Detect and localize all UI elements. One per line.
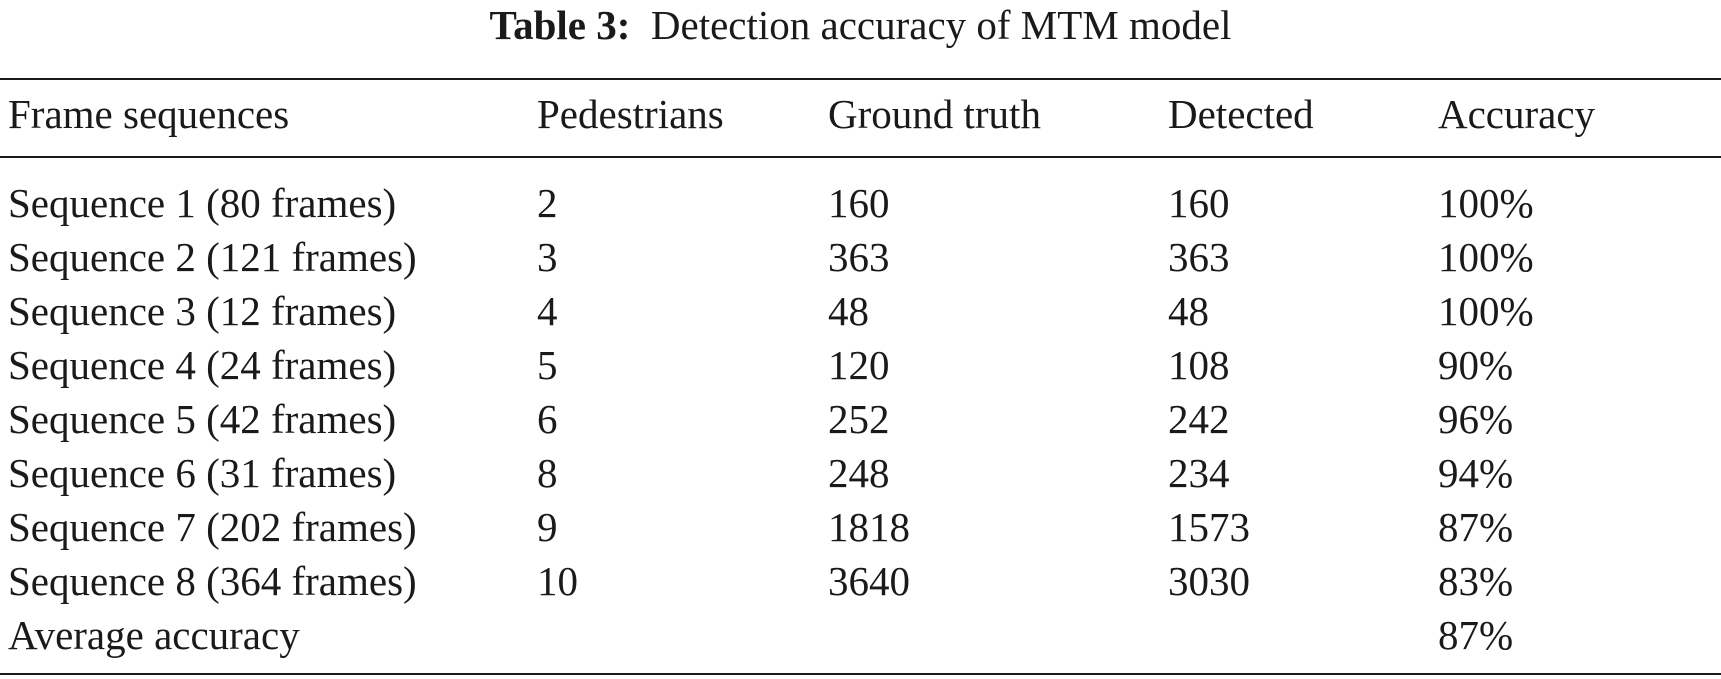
cell-ground-truth: 363	[828, 234, 890, 280]
cell-sequence: Sequence 2 (121 frames)	[8, 234, 417, 280]
table-top-rule	[0, 78, 1721, 80]
cell-pedestrians: 6	[537, 396, 558, 442]
cell-pedestrians: 9	[537, 504, 558, 550]
cell-sequence: Sequence 8 (364 frames)	[8, 558, 417, 604]
cell-ground-truth: 252	[828, 396, 890, 442]
cell-ground-truth: 48	[828, 288, 869, 334]
cell-ground-truth: 1818	[828, 504, 910, 550]
table-row: Sequence 3 (12 frames) 4 48 48 100%	[0, 284, 1721, 338]
table-caption: Table 3: Detection accuracy of MTM model	[0, 0, 1721, 50]
table-row-average: Average accuracy 87%	[0, 608, 1721, 662]
table-row: Sequence 2 (121 frames) 3 363 363 100%	[0, 230, 1721, 284]
cell-accuracy: 94%	[1438, 450, 1514, 496]
table-row: Sequence 8 (364 frames) 10 3640 3030 83%	[0, 554, 1721, 608]
cell-sequence: Sequence 6 (31 frames)	[8, 450, 397, 496]
header-pedestrians: Pedestrians	[537, 91, 724, 137]
header-ground-truth: Ground truth	[828, 91, 1041, 137]
cell-accuracy: 100%	[1438, 234, 1534, 280]
cell-detected: 363	[1168, 234, 1230, 280]
cell-detected: 48	[1168, 288, 1209, 334]
cell-accuracy: 87%	[1438, 504, 1514, 550]
cell-ground-truth: 3640	[828, 558, 910, 604]
cell-pedestrians: 2	[537, 180, 558, 226]
cell-ground-truth: 160	[828, 180, 890, 226]
cell-sequence: Sequence 1 (80 frames)	[8, 180, 397, 226]
cell-accuracy: 96%	[1438, 396, 1514, 442]
table-row: Sequence 4 (24 frames) 5 120 108 90%	[0, 338, 1721, 392]
cell-accuracy: 83%	[1438, 558, 1514, 604]
cell-detected: 3030	[1168, 558, 1250, 604]
cell-detected: 1573	[1168, 504, 1250, 550]
cell-ground-truth: 120	[828, 342, 890, 388]
cell-sequence: Sequence 4 (24 frames)	[8, 342, 397, 388]
cell-accuracy: 100%	[1438, 288, 1534, 334]
table-caption-label: Table 3:	[489, 2, 631, 48]
cell-detected: 160	[1168, 180, 1230, 226]
cell-accuracy: 90%	[1438, 342, 1514, 388]
cell-pedestrians: 4	[537, 288, 558, 334]
cell-accuracy: 100%	[1438, 180, 1534, 226]
cell-pedestrians: 5	[537, 342, 558, 388]
header-frame-sequences: Frame sequences	[8, 91, 290, 137]
cell-pedestrians: 10	[537, 558, 578, 604]
cell-average-label: Average accuracy	[8, 612, 300, 658]
header-detected: Detected	[1168, 91, 1314, 137]
cell-pedestrians: 8	[537, 450, 558, 496]
cell-ground-truth: 248	[828, 450, 890, 496]
table-row: Sequence 7 (202 frames) 9 1818 1573 87%	[0, 500, 1721, 554]
cell-detected: 234	[1168, 450, 1230, 496]
table-header-rule	[0, 156, 1721, 158]
cell-sequence: Sequence 3 (12 frames)	[8, 288, 397, 334]
table-row: Sequence 6 (31 frames) 8 248 234 94%	[0, 446, 1721, 500]
table-row: Sequence 1 (80 frames) 2 160 160 100%	[0, 176, 1721, 230]
cell-average-accuracy: 87%	[1438, 612, 1514, 658]
header-accuracy: Accuracy	[1438, 91, 1596, 137]
table-row: Sequence 5 (42 frames) 6 252 242 96%	[0, 392, 1721, 446]
table-caption-text: Detection accuracy of MTM model	[650, 2, 1232, 48]
cell-sequence: Sequence 5 (42 frames)	[8, 396, 397, 442]
table-bottom-rule	[0, 673, 1721, 675]
cell-sequence: Sequence 7 (202 frames)	[8, 504, 417, 550]
table-header-row: Frame sequences Pedestrians Ground truth…	[0, 87, 1721, 141]
cell-detected: 242	[1168, 396, 1230, 442]
cell-pedestrians: 3	[537, 234, 558, 280]
cell-detected: 108	[1168, 342, 1230, 388]
